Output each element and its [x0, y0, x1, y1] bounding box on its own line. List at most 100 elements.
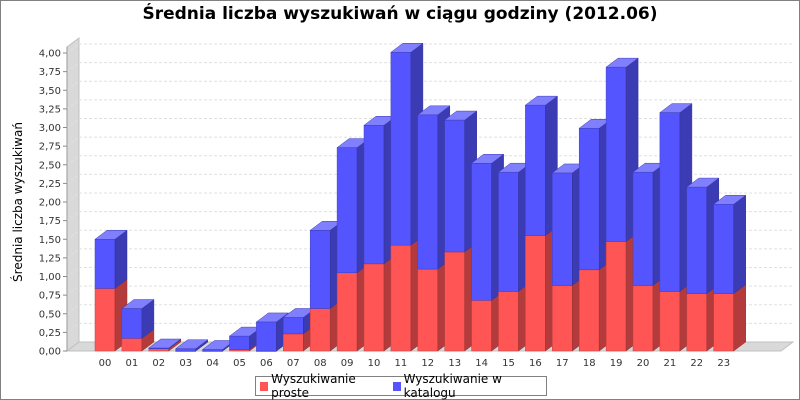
- bar-proste-09: [336, 272, 358, 352]
- y-tick-label: 0,00: [39, 347, 61, 358]
- bar-top-katalog-19: [605, 57, 639, 68]
- y-tick-label: 1,75: [39, 216, 61, 227]
- x-tick-label: 03: [179, 358, 192, 369]
- x-tick-label: 18: [583, 358, 596, 369]
- bar-top-katalog-12: [417, 105, 451, 116]
- gridline-wall: [66, 211, 80, 222]
- y-tick-label: 4,00: [39, 49, 61, 60]
- legend-swatch-series-1: [260, 381, 269, 391]
- bar-katalog-20: [632, 171, 654, 286]
- bar-top-katalog-06: [255, 312, 290, 323]
- y-tick-label: 3,00: [39, 123, 61, 134]
- bar-katalog-17: [552, 172, 573, 286]
- x-tick-label: 02: [152, 358, 165, 369]
- gridline-wall: [66, 173, 80, 184]
- x-tick-label: 16: [529, 358, 542, 369]
- bar-katalog-23: [713, 203, 734, 294]
- bar-top-katalog-02: [148, 338, 182, 349]
- bar-proste-13: [444, 251, 465, 352]
- bar-proste-01: [121, 338, 143, 352]
- bar-katalog-19: [605, 66, 627, 242]
- bar-proste-16: [525, 235, 546, 352]
- bar-katalog-22: [686, 186, 708, 294]
- x-tick-label: 01: [126, 358, 139, 369]
- bar-side-katalog-00: [114, 229, 128, 289]
- gridline-wall: [66, 136, 80, 147]
- y-tick-label: 2,50: [39, 160, 61, 171]
- bar-proste-10: [363, 263, 385, 352]
- bar-katalog-10: [363, 125, 385, 265]
- bar-top-katalog-11: [390, 43, 424, 53]
- bar-katalog-12: [417, 114, 439, 270]
- bar-proste-18: [578, 269, 600, 352]
- bar-katalog-11: [390, 52, 412, 246]
- x-tick-label: 21: [664, 358, 677, 369]
- bar-proste-15: [498, 291, 519, 352]
- bar-top-katalog-01: [121, 299, 155, 309]
- y-tick-label: 2,75: [39, 142, 61, 153]
- bar-side-katalog-23: [733, 194, 746, 295]
- bar-katalog-16: [525, 104, 546, 236]
- x-tick-label: 22: [690, 358, 703, 369]
- bar-katalog-14: [471, 163, 492, 301]
- x-tick-label: 19: [610, 358, 623, 369]
- x-tick-label: 09: [341, 358, 354, 369]
- y-tick-label: 1,25: [39, 253, 61, 264]
- x-tick-label: 10: [368, 358, 381, 369]
- gridline-wall: [66, 43, 80, 54]
- x-tick-label: 20: [637, 358, 650, 369]
- y-tick-label: 1,50: [39, 235, 61, 246]
- legend-swatch-series-2: [392, 381, 401, 391]
- bar-proste-12: [417, 268, 439, 352]
- bar-proste-11: [390, 244, 412, 352]
- y-tick-label: 0,75: [39, 291, 61, 302]
- bar-top-katalog-03: [174, 339, 209, 350]
- bar-top-katalog-22: [686, 177, 720, 188]
- bar-proste-19: [605, 241, 627, 352]
- gridline-wall: [66, 155, 80, 166]
- bar-proste-14: [471, 300, 492, 352]
- bar-side-proste-23: [733, 284, 746, 352]
- y-tick-label: 3,25: [39, 104, 61, 115]
- bar-proste-07: [283, 333, 304, 352]
- y-tick-label: 2,00: [39, 198, 61, 209]
- y-tick-label: 1,00: [39, 272, 61, 283]
- x-tick-label: 07: [287, 358, 300, 369]
- x-tick-label: 13: [448, 358, 461, 369]
- bar-katalog-07: [283, 317, 304, 335]
- x-tick-label: 06: [260, 358, 273, 369]
- bar-katalog-03: [175, 348, 196, 352]
- legend-item-series-2: Wyszukiwanie w katalogu: [392, 372, 542, 400]
- gridline-wall: [66, 304, 80, 315]
- bar-katalog-21: [659, 112, 681, 292]
- bar-top-katalog-16: [524, 95, 559, 106]
- gridline-wall: [66, 62, 80, 73]
- gridline-wall: [66, 99, 80, 110]
- gridline-wall: [66, 267, 80, 277]
- y-tick-label: 0,50: [39, 309, 61, 320]
- gridline-wall: [66, 248, 80, 259]
- bar-top-katalog-14: [470, 154, 505, 164]
- bar-proste-22: [686, 293, 708, 352]
- bar-katalog-18: [578, 127, 600, 271]
- gridline-wall: [66, 192, 80, 203]
- x-tick-label: 11: [395, 358, 408, 369]
- bar-katalog-01: [121, 308, 143, 339]
- bar-proste-23: [713, 293, 734, 352]
- chart-title: Średnia liczba wyszukiwań w ciągu godzin…: [142, 4, 658, 24]
- x-tick-label: 12: [421, 358, 434, 369]
- legend-label-series-1: Wyszukiwanie proste: [271, 372, 356, 400]
- bar-top-katalog-00: [94, 230, 128, 240]
- bar-top-katalog-21: [659, 103, 693, 113]
- gridline-wall: [66, 229, 80, 240]
- y-tick-label: 3,50: [39, 86, 61, 97]
- y-axis-title: Średnia liczba wyszukiwań: [10, 122, 25, 282]
- legend-label-series-2: Wyszukiwanie w katalogu: [403, 372, 502, 400]
- bar-proste-21: [659, 291, 681, 352]
- y-tick-label: 0,25: [39, 328, 61, 339]
- x-tick-label: 04: [206, 358, 219, 369]
- gridline-wall: [66, 285, 80, 296]
- x-tick-label: 15: [502, 358, 515, 369]
